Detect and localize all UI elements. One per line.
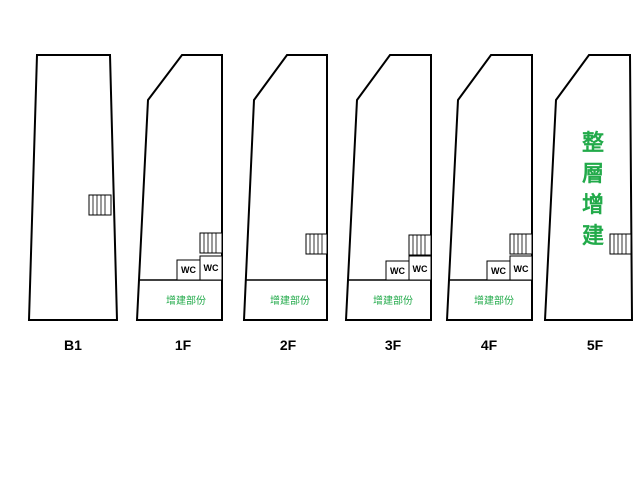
floor-3f: WC WC 增建部份 3F <box>344 54 432 353</box>
floor-b1-stair <box>88 194 112 216</box>
floor-3f-wc-label-2: WC <box>413 264 428 274</box>
floor-1f-wc-label-1: WC <box>181 265 196 275</box>
floor-5f-full-extension-char-1: 整 <box>582 130 604 156</box>
floor-1f-extension-note: 增建部份 <box>166 294 206 307</box>
floor-1f: WC WC 增建部份 1F <box>135 54 223 353</box>
floor-b1-outline <box>27 54 119 321</box>
floor-5f-stair <box>609 233 632 255</box>
floor-5f-full-extension-char-2: 層 <box>582 162 604 187</box>
floor-4f-stair <box>509 233 533 255</box>
floor-4f: WC WC 增建部份 4F <box>445 54 533 353</box>
floor-1f-label: 1F <box>175 337 192 353</box>
floor-5f-outline <box>543 54 634 321</box>
floor-2f-extension-note: 增建部份 <box>270 294 310 307</box>
floor-b1: B1 <box>27 54 119 353</box>
floor-5f-full-extension-char-4: 建 <box>582 224 604 249</box>
floor-5f-full-extension-char-3: 增 <box>582 192 604 218</box>
floor-4f-wc-box-2 <box>509 255 533 281</box>
floor-2f-label: 2F <box>280 337 297 353</box>
floor-3f-wc-box-2 <box>408 255 432 281</box>
floor-4f-extension-note: 增建部份 <box>474 294 514 307</box>
floor-1f-stair <box>199 232 223 254</box>
floor-1f-wc-label-2: WC <box>204 263 219 273</box>
floor-b1-label: B1 <box>64 337 82 353</box>
floor-5f-label: 5F <box>587 337 604 353</box>
floor-2f-stair <box>305 233 328 255</box>
floor-3f-stair <box>408 234 432 256</box>
floor-1f-wc-box-2 <box>199 255 223 281</box>
floor-4f-wc-label-2: WC <box>514 264 529 274</box>
floor-5f: 整 層 增 建 5F <box>543 54 634 353</box>
floor-3f-wc-label-1: WC <box>390 266 405 276</box>
floor-3f-extension-note: 增建部份 <box>373 294 413 307</box>
floor-3f-label: 3F <box>385 337 402 353</box>
floor-4f-wc-label-1: WC <box>491 266 506 276</box>
floor-4f-label: 4F <box>481 337 498 353</box>
floor-1f-outline <box>135 54 223 321</box>
floor-2f: 增建部份 2F <box>242 54 328 353</box>
